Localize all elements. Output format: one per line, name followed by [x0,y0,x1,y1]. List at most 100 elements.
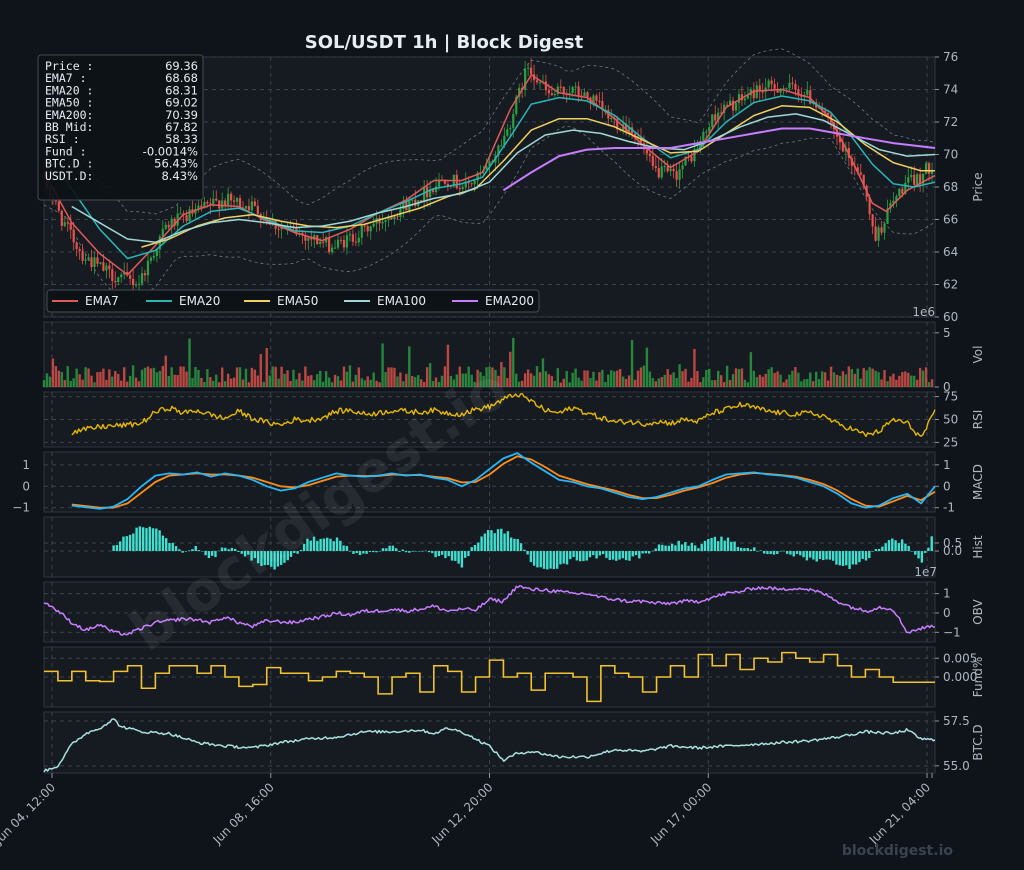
volume-bar [841,371,845,387]
hist-bar [746,548,749,552]
volume-bar [633,379,637,387]
volume-bar [342,366,346,387]
candle-body [764,87,767,92]
candle-body [556,86,559,94]
candle-body [500,145,503,147]
candle-body [633,133,637,137]
hist-bar [145,528,148,552]
volume-bar [568,382,571,387]
hist-bar [661,544,664,552]
volume-bar [256,375,260,387]
hist-bar [155,528,158,552]
candle-body [200,205,203,208]
hist-bar [634,551,638,556]
candle-body [458,188,461,190]
info-value: 69.02 [165,96,198,110]
candle-body [96,257,99,264]
candle-body [666,166,669,172]
hist-bar [118,541,122,552]
volume-bar [607,374,610,387]
volume-bar [378,382,381,387]
volume-bar [770,367,773,387]
volume-bar [817,379,821,387]
volume-bar [63,380,66,387]
hist-bar [253,551,257,559]
volume-bar [696,371,699,387]
hist-bar [224,547,227,552]
volume-bar [307,375,310,387]
hist-bar [411,551,414,552]
volume-bar [915,379,919,387]
hist-bar [197,550,201,552]
info-label: EMA20 : [45,83,93,97]
volume-bar [372,372,375,387]
hist-ytick-label: 0.0 [943,544,962,558]
candle-body [746,95,749,99]
hist-bar [647,551,651,554]
hist-bar [273,551,276,570]
candle-body [654,166,657,168]
candle-body [645,149,649,154]
hist-bar [664,545,667,552]
info-label: EMA7 : [45,71,87,85]
hist-bar [329,538,332,552]
fund-ytick-label: 0.000 [943,670,977,684]
candle-body [464,181,467,188]
candle-body [206,201,209,204]
volume-bar [601,369,604,387]
volume-bar [176,375,179,387]
volume-bar [72,378,75,387]
candle-body [129,275,132,279]
volume-bar [752,370,756,387]
candle-body [850,158,853,166]
volume-bar [663,374,666,387]
hist-bar [306,538,309,552]
volume-bar [927,382,931,387]
volume-bar [114,371,117,387]
candle-body [592,95,595,104]
candle-body [72,229,75,243]
volume-bar [889,376,892,387]
ema-line-ema50 [141,105,935,248]
hist-bar [138,526,142,552]
rsi-ytick-label: 50 [943,413,958,427]
candle-body [711,114,714,128]
volume-bar [155,372,159,387]
candle-body [877,227,880,241]
candle-body [351,234,354,242]
volume-bar [51,358,55,387]
volume-bar [446,344,450,387]
volume-bar [755,377,758,387]
candle-body [230,193,233,201]
volume-bar [45,373,49,387]
hist-bar [575,551,579,561]
candle-body [132,278,135,286]
hist-bar [256,551,260,564]
volume-bar [428,363,432,387]
hist-bar [769,551,772,555]
volume-bar [440,375,444,387]
candle-body [218,200,221,209]
funding-line [44,651,935,703]
hist-bar [260,551,263,566]
volume-bar [215,374,218,387]
info-label: Fund : [45,144,87,158]
volume-bar [218,382,221,387]
candle-body [179,213,182,215]
candle-body [859,172,862,175]
candle-body [595,95,598,101]
candle-body [173,218,176,226]
hist-bar [848,551,851,569]
candle-body [562,87,565,94]
volume-bar [120,380,123,387]
candle-body [396,216,399,218]
candle-body [669,168,672,172]
volume-bar [209,377,212,387]
volume-bar [419,379,423,387]
hist-bar [266,551,270,566]
volume-bar [865,370,868,387]
candle-body [927,163,931,174]
hist-bar [592,551,595,556]
candle-body [69,222,72,230]
